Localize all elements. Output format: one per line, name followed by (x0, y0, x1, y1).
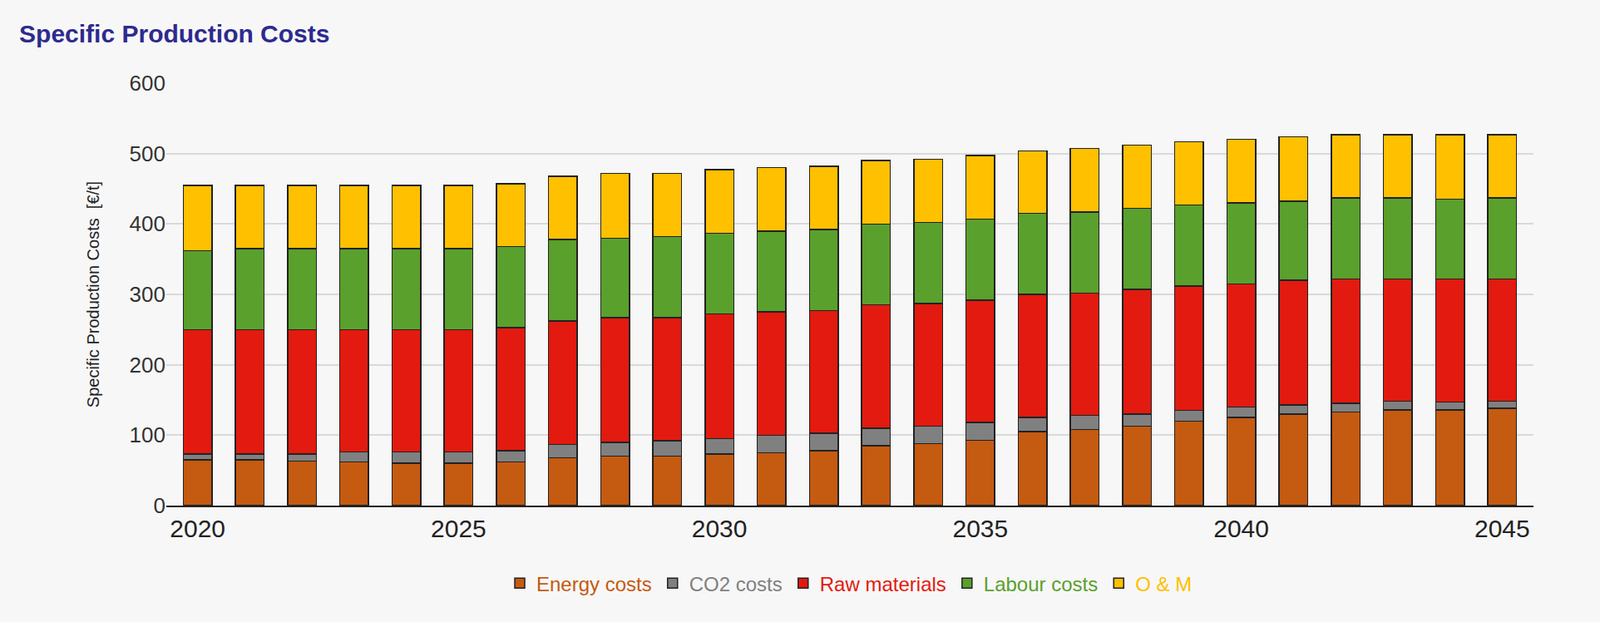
svg-text:Labour costs: Labour costs (983, 572, 1098, 596)
svg-text:100: 100 (129, 422, 166, 448)
svg-text:2045: 2045 (1474, 514, 1531, 543)
svg-text:Specific Production Costs: Specific Production Costs (19, 19, 330, 48)
svg-text:300: 300 (129, 281, 166, 307)
svg-text:Specific Production Costs [€/: Specific Production Costs [€/t] (83, 181, 103, 408)
svg-text:2035: 2035 (952, 514, 1008, 543)
svg-text:2030: 2030 (691, 514, 748, 543)
svg-text:500: 500 (129, 141, 166, 167)
svg-text:600: 600 (129, 70, 166, 96)
svg-text:CO2 costs: CO2 costs (689, 572, 783, 596)
svg-text:0: 0 (153, 493, 166, 519)
svg-text:2040: 2040 (1213, 514, 1270, 543)
svg-text:200: 200 (129, 352, 166, 378)
svg-text:2025: 2025 (430, 514, 487, 543)
svg-text:Energy costs: Energy costs (536, 572, 652, 596)
svg-text:400: 400 (129, 211, 166, 237)
svg-text:O & M: O & M (1135, 572, 1192, 596)
svg-text:Raw materials: Raw materials (819, 572, 947, 596)
svg-text:2020: 2020 (169, 514, 226, 543)
